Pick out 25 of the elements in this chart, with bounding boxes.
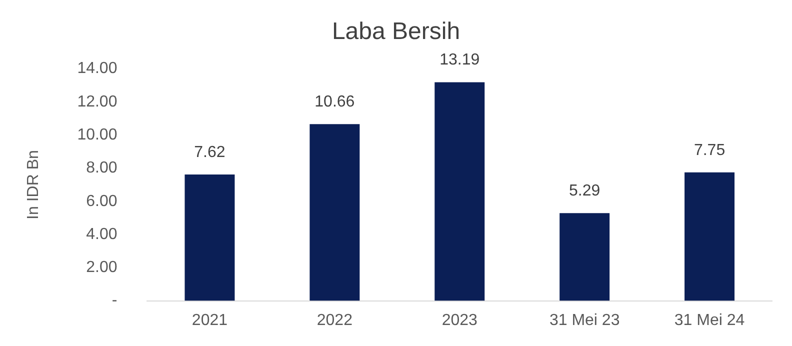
bar xyxy=(184,174,235,301)
data-label: 7.62 xyxy=(194,144,226,161)
data-label: 7.75 xyxy=(694,142,726,159)
data-label: 13.19 xyxy=(440,52,480,69)
data-label: 5.29 xyxy=(569,182,600,200)
x-tick-label: 2022 xyxy=(316,312,353,329)
bar xyxy=(560,213,610,301)
bar xyxy=(434,82,485,301)
chart-title: Laba Bersih xyxy=(332,18,460,46)
data-label: 10.66 xyxy=(314,94,355,111)
x-tick-label: 31 Mei 24 xyxy=(674,312,745,329)
y-tick-label: 14.00 xyxy=(77,60,118,78)
y-tick-label: 4.00 xyxy=(86,226,118,243)
y-tick-label: 2.00 xyxy=(86,259,118,276)
bar xyxy=(310,124,360,301)
x-tick-label: 2021 xyxy=(192,312,228,329)
y-tick-label: - xyxy=(112,292,118,310)
y-tick-label: 6.00 xyxy=(86,192,118,210)
y-axis-title: In IDR Bn xyxy=(25,150,42,220)
y-tick-label: 10.00 xyxy=(77,126,118,144)
y-tick-label: 12.00 xyxy=(77,93,118,110)
y-tick-label: 8.00 xyxy=(86,160,118,177)
bar xyxy=(684,172,735,301)
x-tick-label: 31 Mei 23 xyxy=(549,312,620,329)
x-tick-label: 2023 xyxy=(442,312,478,329)
